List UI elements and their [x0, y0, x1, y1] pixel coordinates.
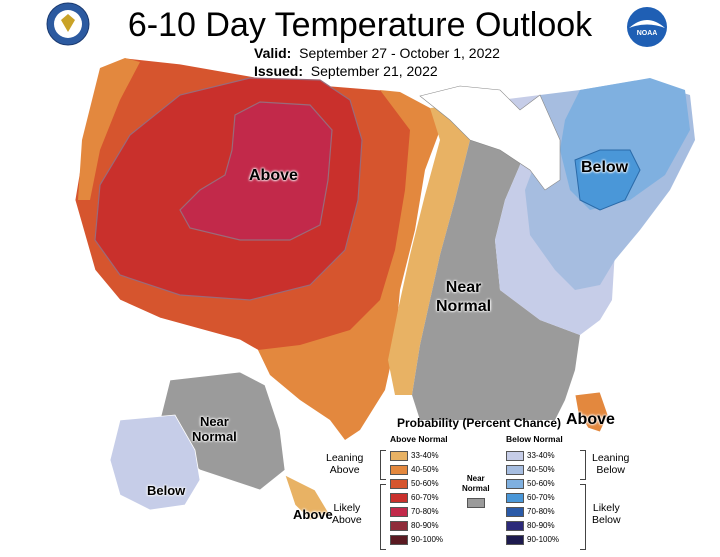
- valid-line: Valid: September 27 - October 1, 2022: [254, 44, 500, 62]
- label-above-west: Above: [249, 167, 298, 184]
- legend-above-bin-swatch: [390, 493, 408, 503]
- bracket-likely-above: [380, 484, 386, 550]
- conus-above-70-80-region: [179, 101, 333, 241]
- legend-above-bin-row: 80-90%: [390, 521, 439, 533]
- legend-above-bin-label: 90-100%: [411, 535, 444, 544]
- legend-below-bin-label: 50-60%: [527, 479, 555, 488]
- bracket-leaning-below: [580, 450, 586, 480]
- legend-below-bin-label: 60-70%: [527, 493, 555, 502]
- legend-above-bin-row: 70-80%: [390, 507, 439, 519]
- noaa-logo-icon: NOAA: [627, 7, 667, 47]
- legend-above-bin-label: 80-90%: [411, 521, 439, 530]
- likely-below-line2: Below: [592, 514, 621, 526]
- legend-below-bin-row: 70-80%: [506, 507, 555, 519]
- page-title: 6-10 Day Temperature Outlook: [127, 6, 593, 44]
- legend-above-bin-swatch: [390, 521, 408, 531]
- legend-below-bin-swatch: [506, 535, 524, 545]
- legend-near-normal: Near Normal: [462, 474, 490, 508]
- bracket-likely-below: [580, 484, 586, 550]
- commerce-seal-icon: [46, 2, 90, 46]
- label-near-normal-line2: Normal: [436, 298, 492, 315]
- legend-above-bin-swatch: [390, 451, 408, 461]
- legend-above-bin-label: 33-40%: [411, 451, 439, 460]
- near-normal-key-line2: Normal: [462, 484, 490, 493]
- legend-above-bin-swatch: [390, 465, 408, 475]
- legend-below-bin-swatch: [506, 479, 524, 489]
- legend-below-bin-label: 40-50%: [527, 465, 555, 474]
- legend-below-bin-label: 90-100%: [527, 535, 560, 544]
- legend-above-header: Above Normal: [390, 434, 448, 444]
- label-alaska-near-normal: Near Normal: [192, 414, 237, 444]
- probability-legend: Probability (Percent Chance) Above Norma…: [326, 412, 642, 554]
- legend-below-bin-swatch: [506, 465, 524, 475]
- label-alaska-above: Above: [293, 507, 333, 522]
- conus-above-40-50-band: [258, 90, 440, 440]
- legend-leaning-above: Leaning Above: [326, 452, 363, 476]
- west-coast-40-50: [78, 58, 140, 200]
- valid-range: September 27 - October 1, 2022: [299, 45, 500, 61]
- likely-below-line1: Likely: [592, 502, 620, 514]
- alaska-southeast-above-region: [284, 474, 331, 521]
- legend-above-bin-row: 60-70%: [390, 493, 439, 505]
- legend-above-bin-row: 40-50%: [390, 465, 439, 477]
- legend-leaning-below: Leaning Below: [592, 452, 629, 476]
- legend-above-bin-row: 90-100%: [390, 535, 443, 547]
- legend-below-bin-row: 40-50%: [506, 465, 555, 477]
- legend-below-bin-swatch: [506, 451, 524, 461]
- legend-below-header: Below Normal: [506, 434, 563, 444]
- legend-above-bin-label: 40-50%: [411, 465, 439, 474]
- legend-below-bin-label: 70-80%: [527, 507, 555, 516]
- bracket-leaning-above: [380, 450, 386, 480]
- legend-above-bin-swatch: [390, 507, 408, 517]
- label-alaska-near-line1: Near: [199, 414, 229, 429]
- leaning-above-line1: Leaning: [326, 452, 364, 464]
- issued-line: Issued: September 21, 2022: [254, 62, 500, 80]
- legend-below-bin-row: 60-70%: [506, 493, 555, 505]
- leaning-below-line2: Below: [596, 464, 625, 476]
- legend-above-bin-swatch: [390, 535, 408, 545]
- legend-above-bin-row: 50-60%: [390, 479, 439, 491]
- conus-below-60-70-region: [574, 149, 641, 211]
- legend-title: Probability (Percent Chance): [397, 416, 562, 430]
- legend-likely-above: Likely Above: [332, 502, 362, 526]
- valid-label: Valid:: [254, 45, 292, 61]
- legend-below-bin-label: 33-40%: [527, 451, 555, 460]
- conus-near-normal-region: [412, 100, 580, 420]
- noaa-logo-text: NOAA: [637, 30, 658, 37]
- issued-date: September 21, 2022: [310, 63, 438, 79]
- leaning-above-line2: Above: [329, 464, 360, 476]
- near-normal-key-line1: Near: [466, 474, 485, 483]
- legend-below-bin-swatch: [506, 521, 524, 531]
- legend-below-bin-swatch: [506, 507, 524, 517]
- legend-below-bin-row: 80-90%: [506, 521, 555, 533]
- florida-above-region: [574, 391, 609, 433]
- leaning-below-line1: Leaning: [592, 452, 630, 464]
- alaska-below-region: [109, 414, 201, 511]
- legend-below-bin-label: 80-90%: [527, 521, 555, 530]
- legend-below-bin-row: 50-60%: [506, 479, 555, 491]
- legend-likely-below: Likely Below: [592, 502, 621, 526]
- conus-above-33-40-band: [388, 105, 470, 395]
- label-near-normal-line1: Near: [445, 279, 482, 296]
- validity-info: Valid: September 27 - October 1, 2022 Is…: [254, 44, 500, 80]
- legend-above-bin-label: 50-60%: [411, 479, 439, 488]
- label-alaska-near-line2: Normal: [192, 429, 237, 444]
- legend-above-bin-row: 33-40%: [390, 451, 439, 463]
- legend-below-bin-swatch: [506, 493, 524, 503]
- legend-above-bin-label: 60-70%: [411, 493, 439, 502]
- likely-above-line1: Likely: [333, 502, 361, 514]
- label-near-normal: Near Normal: [436, 278, 491, 316]
- legend-above-bin-label: 70-80%: [411, 507, 439, 516]
- likely-above-line2: Above: [332, 514, 362, 526]
- legend-above-bin-swatch: [390, 479, 408, 489]
- legend-below-bin-row: 33-40%: [506, 451, 555, 463]
- legend-below-bin-row: 90-100%: [506, 535, 559, 547]
- label-below-east: Below: [581, 159, 629, 176]
- near-normal-swatch: [466, 498, 485, 508]
- label-alaska-below: Below: [147, 483, 186, 498]
- canada-area: [419, 85, 561, 191]
- label-above-florida: Above: [566, 411, 615, 428]
- issued-label: Issued:: [254, 63, 304, 79]
